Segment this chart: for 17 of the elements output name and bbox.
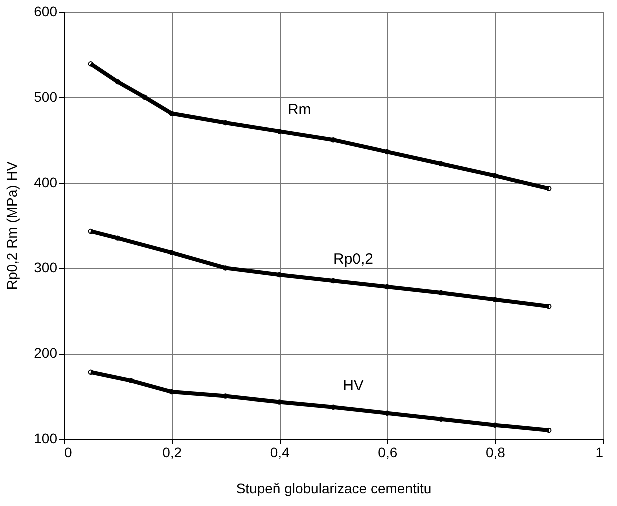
y-axis-title: Rp0,2 Rm (MPa) HV [4,161,20,290]
y-tick-label: 500 [34,88,58,105]
y-tick-label: 600 [34,4,58,20]
series-label: Rp0,2 [333,251,374,268]
series-label: HV [343,377,364,394]
x-tick-label: 0 [64,444,72,460]
y-tick-label: 200 [34,345,58,362]
x-axis-title: Stupeň globularizace cementitu [236,480,432,496]
x-tick-label: 0,8 [486,444,506,460]
x-tick-label: 1 [596,444,604,460]
x-tick-label: 0,4 [270,444,290,460]
y-tick-label: 100 [34,430,58,446]
x-tick-label: 0,6 [378,444,398,460]
x-tick-label: 0,2 [162,444,182,460]
y-tick-label: 300 [34,260,58,276]
y-tick-label: 400 [34,174,58,190]
series-label: Rm [288,102,312,119]
